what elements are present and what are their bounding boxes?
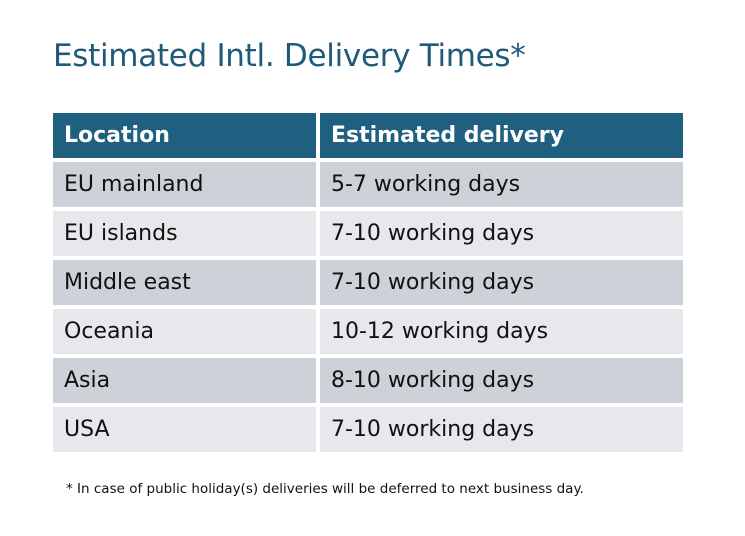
column-header-location: Location bbox=[53, 113, 316, 158]
table-row: Middle east 7-10 working days bbox=[53, 260, 683, 305]
footnote: * In case of public holiday(s) deliverie… bbox=[66, 481, 584, 497]
location-cell: EU islands bbox=[53, 211, 316, 256]
delivery-cell: 7-10 working days bbox=[320, 211, 683, 256]
location-cell: USA bbox=[53, 407, 316, 452]
delivery-cell: 10-12 working days bbox=[320, 309, 683, 354]
table-row: Asia 8-10 working days bbox=[53, 358, 683, 403]
delivery-cell: 7-10 working days bbox=[320, 260, 683, 305]
table-row: Oceania 10-12 working days bbox=[53, 309, 683, 354]
table-row: EU mainland 5-7 working days bbox=[53, 162, 683, 207]
table-row: EU islands 7-10 working days bbox=[53, 211, 683, 256]
location-cell: Oceania bbox=[53, 309, 316, 354]
delivery-cell: 5-7 working days bbox=[320, 162, 683, 207]
location-cell: EU mainland bbox=[53, 162, 316, 207]
column-header-estimated-delivery: Estimated delivery bbox=[320, 113, 683, 158]
location-cell: Asia bbox=[53, 358, 316, 403]
location-cell: Middle east bbox=[53, 260, 316, 305]
page-title: Estimated Intl. Delivery Times* bbox=[53, 38, 526, 74]
delivery-cell: 7-10 working days bbox=[320, 407, 683, 452]
table-header-row: Location Estimated delivery bbox=[53, 113, 683, 158]
table-row: USA 7-10 working days bbox=[53, 407, 683, 452]
delivery-cell: 8-10 working days bbox=[320, 358, 683, 403]
delivery-table: Location Estimated delivery EU mainland … bbox=[49, 109, 687, 456]
